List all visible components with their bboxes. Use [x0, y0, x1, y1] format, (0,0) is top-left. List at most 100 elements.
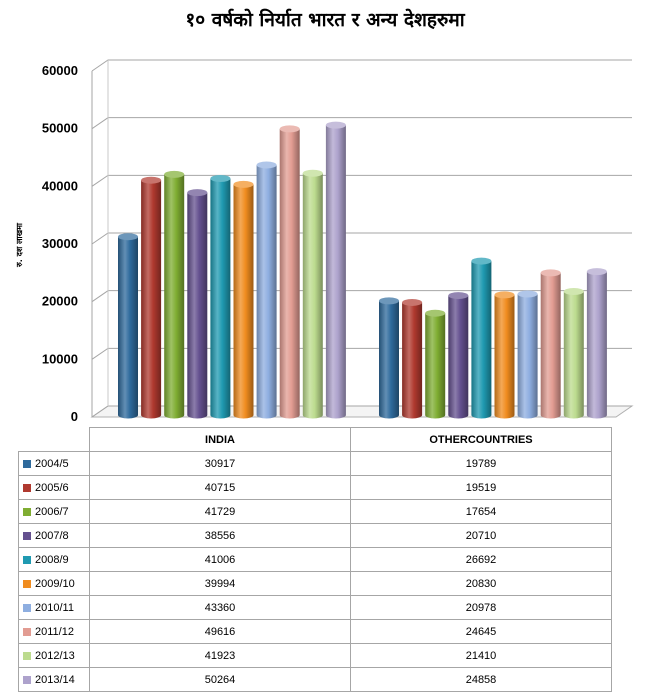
legend-label: 2012/13 — [35, 649, 75, 662]
bar-top — [494, 291, 515, 299]
bar-top — [325, 121, 346, 129]
bar — [279, 128, 300, 419]
bar-top — [563, 288, 584, 296]
value-cell-india: 50264 — [89, 667, 351, 692]
bar — [233, 184, 254, 419]
legend-cell: 2006/7 — [18, 499, 90, 524]
legend-cell: 2010/11 — [18, 595, 90, 620]
value-cell-india: 41923 — [89, 643, 351, 668]
bar — [141, 180, 162, 419]
value-cell-india: 38556 — [89, 523, 351, 548]
value-cell-india: 49616 — [89, 619, 351, 644]
y-tick-label: 60000 — [42, 63, 78, 78]
table-row: 2008/9 41006 26692 — [18, 547, 612, 572]
value-cell-other: 20978 — [350, 595, 612, 620]
legend-swatch — [23, 603, 31, 612]
legend-swatch — [23, 459, 31, 468]
chart-title: १० वर्षको निर्यात भारत र अन्य देशहरुमा — [185, 9, 465, 31]
bar — [425, 313, 446, 419]
table-row: 2005/6 40715 19519 — [18, 475, 612, 500]
legend-label: 2009/10 — [35, 577, 75, 590]
legend-cell: 2004/5 — [18, 451, 90, 476]
legend-cell: 2009/10 — [18, 571, 90, 596]
table-row: 2007/8 38556 20710 — [18, 523, 612, 548]
value-cell-india: 43360 — [89, 595, 351, 620]
bar — [210, 178, 231, 419]
bar — [448, 295, 469, 419]
y-tick-label: 0 — [71, 409, 78, 424]
table-header-row: INDIA OTHERCOUNTRIES — [18, 427, 612, 452]
y-axis-label: रु. दश लाखमा — [15, 222, 24, 268]
legend-cell: 2008/9 — [18, 547, 90, 572]
legend-label: 2008/9 — [35, 553, 69, 566]
bar-top — [379, 297, 399, 305]
bar-top — [256, 161, 277, 169]
y-tick-label: 20000 — [42, 294, 78, 309]
bar-top — [233, 180, 254, 188]
legend-swatch — [23, 651, 31, 660]
bar — [164, 174, 185, 419]
bar-top — [302, 169, 323, 177]
bar — [517, 294, 538, 419]
value-cell-india: 41729 — [89, 499, 351, 524]
bar-top — [402, 298, 423, 306]
bar-top — [586, 268, 607, 276]
bar-top — [210, 175, 231, 183]
bar — [379, 300, 399, 419]
legend-label: 2011/12 — [35, 625, 74, 638]
y-tick-label: 10000 — [42, 351, 78, 366]
data-table: INDIA OTHERCOUNTRIES 2004/5 30917 19789 200… — [18, 427, 612, 692]
bar — [118, 236, 138, 419]
bar — [563, 291, 584, 419]
table-corner — [18, 427, 90, 452]
bar — [586, 271, 607, 419]
table-row: 2011/12 49616 24645 — [18, 619, 612, 644]
value-cell-india: 39994 — [89, 571, 351, 596]
bar-top — [540, 269, 561, 277]
bar-top — [279, 125, 300, 133]
legend-cell: 2011/12 — [18, 619, 90, 644]
value-cell-other: 19519 — [350, 475, 612, 500]
bar-top — [448, 292, 469, 300]
legend-label: 2007/8 — [35, 529, 69, 542]
legend-label: 2010/11 — [35, 601, 74, 614]
legend-swatch — [23, 483, 31, 492]
bar-top — [141, 176, 162, 184]
value-cell-other: 17654 — [350, 499, 612, 524]
legend-swatch — [23, 579, 31, 588]
legend-label: 2004/5 — [35, 457, 69, 470]
table-row: 2013/14 50264 24858 — [18, 667, 612, 692]
bar-top — [517, 290, 538, 298]
bar — [494, 294, 515, 419]
legend-label: 2006/7 — [35, 505, 69, 518]
legend-cell: 2007/8 — [18, 523, 90, 548]
bar-top — [425, 309, 446, 317]
table-row: 2009/10 39994 20830 — [18, 571, 612, 596]
bar-chart: 0 10000 20000 30000 40000 50000 60000 रु. दश ला… — [15, 59, 634, 424]
table-row: 2010/11 43360 20978 — [18, 595, 612, 620]
bar-top — [164, 170, 185, 178]
bar — [471, 261, 492, 419]
table-row: 2004/5 30917 19789 — [18, 451, 612, 476]
bar-top — [187, 189, 208, 197]
bar — [256, 164, 277, 419]
bar — [540, 272, 561, 419]
legend-label: 2013/14 — [35, 673, 75, 686]
value-cell-other: 20710 — [350, 523, 612, 548]
y-tick-label: 50000 — [42, 121, 78, 136]
bar-top — [471, 257, 492, 265]
table-header-other: OTHERCOUNTRIES — [350, 427, 612, 452]
legend-swatch — [23, 627, 31, 636]
value-cell-india: 40715 — [89, 475, 351, 500]
bar — [302, 173, 323, 419]
value-cell-other: 21410 — [350, 643, 612, 668]
legend-swatch — [23, 507, 31, 516]
value-cell-other: 20830 — [350, 571, 612, 596]
legend-swatch — [23, 555, 31, 564]
bar — [402, 302, 423, 419]
y-tick-label: 30000 — [42, 236, 78, 251]
value-cell-other: 24645 — [350, 619, 612, 644]
table-row: 2006/7 41729 17654 — [18, 499, 612, 524]
legend-cell: 2005/6 — [18, 475, 90, 500]
legend-swatch — [23, 675, 31, 684]
